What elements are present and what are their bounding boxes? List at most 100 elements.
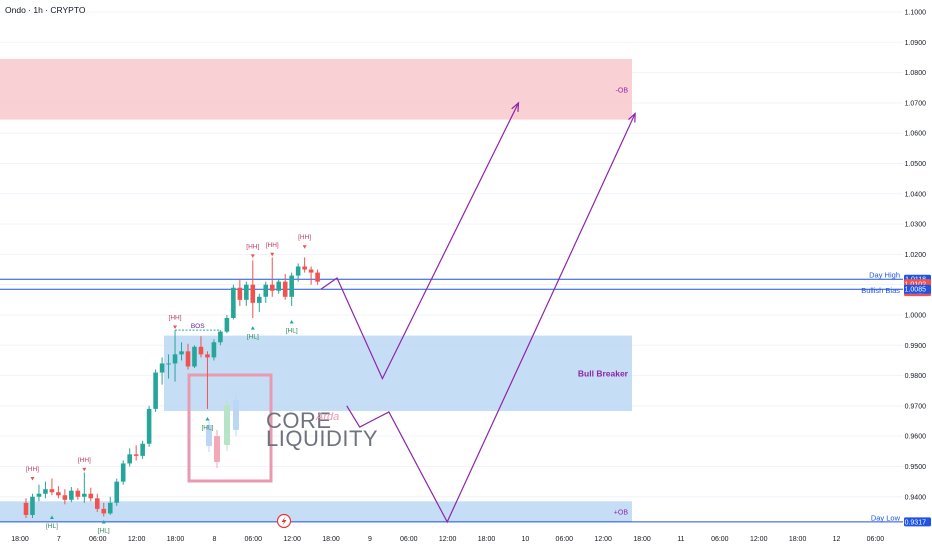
bullish-bias-tag: 1.0085 xyxy=(905,287,927,294)
swing-arrow xyxy=(82,467,87,472)
candle-body xyxy=(56,492,61,496)
y-tick-label: 0.9800 xyxy=(905,373,927,380)
x-tick-label: 18:00 xyxy=(478,536,496,543)
candle-body xyxy=(146,408,152,444)
watermark-logo: CORE LIQUIDITY Arda xyxy=(187,373,378,483)
y-tick-label: 1.0200 xyxy=(905,252,927,259)
x-tick-label: 06:00 xyxy=(556,536,574,543)
wm-body xyxy=(224,405,230,445)
candle-body xyxy=(43,489,48,494)
bos-label: BOS xyxy=(191,323,205,330)
candle-body xyxy=(127,454,132,464)
swing-label: [HH] xyxy=(26,466,39,473)
candle-body xyxy=(276,281,282,291)
y-tick-label: 1.0900 xyxy=(905,40,927,47)
candle-body xyxy=(159,363,165,373)
zones: -OB Bull Breaker +OB xyxy=(0,58,632,522)
watermark-frame xyxy=(187,373,273,483)
candle-body xyxy=(218,331,223,343)
y-tick-label: 0.9900 xyxy=(905,343,927,350)
swing-arrow xyxy=(30,477,35,481)
swing-arrow xyxy=(302,245,307,249)
x-tick-label: 06:00 xyxy=(245,536,263,543)
x-tick-label: 12:00 xyxy=(283,536,301,543)
candle-body xyxy=(250,284,256,303)
swing-label: [HH] xyxy=(298,234,311,241)
day-low-tag-bg xyxy=(904,517,931,527)
candle-body xyxy=(315,272,320,282)
x-tick-label: 12:00 xyxy=(594,536,612,543)
candle-body xyxy=(88,493,94,499)
candle-body xyxy=(237,287,243,300)
swing-arrow xyxy=(250,326,255,330)
y-tick-label: 0.9400 xyxy=(905,494,927,501)
projection-arrowhead xyxy=(511,101,520,112)
candle-body xyxy=(308,269,314,273)
x-tick-label: 06:00 xyxy=(711,536,729,543)
x-tick-label: 18:00 xyxy=(322,536,340,543)
projection-line xyxy=(320,102,520,381)
x-tick-label: 18:00 xyxy=(789,536,807,543)
candle-body xyxy=(256,296,262,303)
swing-label: [HH] xyxy=(266,242,279,249)
projection-line xyxy=(346,113,636,524)
x-tick-label: 9 xyxy=(368,536,372,543)
candle-body xyxy=(75,490,81,497)
candle-body xyxy=(133,454,139,456)
swing-label: [HL] xyxy=(98,528,110,535)
x-tick-label: 10 xyxy=(522,536,530,543)
y-tick-label: 1.0700 xyxy=(905,100,927,107)
zone-label: -OB xyxy=(616,87,629,94)
candle-body xyxy=(23,502,29,515)
bos-marker: BOS xyxy=(175,323,221,331)
chart-title: Ondo · 1h · CRYPTO xyxy=(5,5,86,15)
y-tick-label: 1.0800 xyxy=(905,70,927,77)
wm-body xyxy=(214,436,220,462)
watermark-script: Arda xyxy=(315,411,339,423)
day-low-tag: 0.9317 xyxy=(905,519,927,526)
candles xyxy=(23,257,320,518)
candle-body xyxy=(185,351,191,367)
y-tick-label: 1.0000 xyxy=(905,312,927,319)
candle-body xyxy=(120,463,126,482)
swing-arrow xyxy=(270,252,275,257)
swing-annotations: [HH] [HH] [HL] [HL] [HH] [HL] [HH] [HH] [HL] [HL]… xyxy=(26,234,311,534)
x-tick-label: 06:00 xyxy=(89,536,107,543)
y-tick-label: 0.9500 xyxy=(905,464,927,471)
x-tick-label: 06:00 xyxy=(400,536,418,543)
projection-paths xyxy=(320,101,636,524)
swing-label: [HL] xyxy=(247,334,259,341)
candle-body xyxy=(36,493,42,497)
candle-body xyxy=(302,266,307,270)
swing-arrow xyxy=(289,320,294,324)
candle-body xyxy=(62,495,68,500)
projection-arrowhead xyxy=(628,112,636,123)
level-label: Bullish Bias xyxy=(861,286,900,295)
y-tick-label: 1.0300 xyxy=(905,222,927,229)
x-tick-label: 7 xyxy=(57,536,61,543)
candle-body xyxy=(153,372,158,409)
candle-body xyxy=(231,287,236,319)
lightning-icon[interactable] xyxy=(276,513,292,529)
swing-label: [HL] xyxy=(46,523,58,530)
candle-body xyxy=(49,489,55,493)
candle-body xyxy=(282,281,288,297)
x-tick-label: 18:00 xyxy=(11,536,29,543)
y-tick-label: 1.0400 xyxy=(905,191,927,198)
zone-0 xyxy=(0,58,632,120)
swing-label: [HH] xyxy=(78,457,91,464)
y-tick-label: 1.0600 xyxy=(905,131,927,138)
wm-body xyxy=(206,425,212,446)
swing-arrow xyxy=(173,325,178,330)
swing-label: [HL] xyxy=(201,425,213,432)
time-axis[interactable]: 18:00 7 06:00 12:00 18:00 8 06:00 12:00 18:00 9 06… xyxy=(11,536,884,543)
y-tick-label: 1.1000 xyxy=(905,10,927,17)
y-tick-label: 0.9700 xyxy=(905,403,927,410)
swing-arrow xyxy=(250,254,255,258)
zone-2 xyxy=(0,501,632,522)
candle-body xyxy=(107,502,113,514)
x-tick-label: 12 xyxy=(833,536,841,543)
candle-body xyxy=(263,284,269,297)
